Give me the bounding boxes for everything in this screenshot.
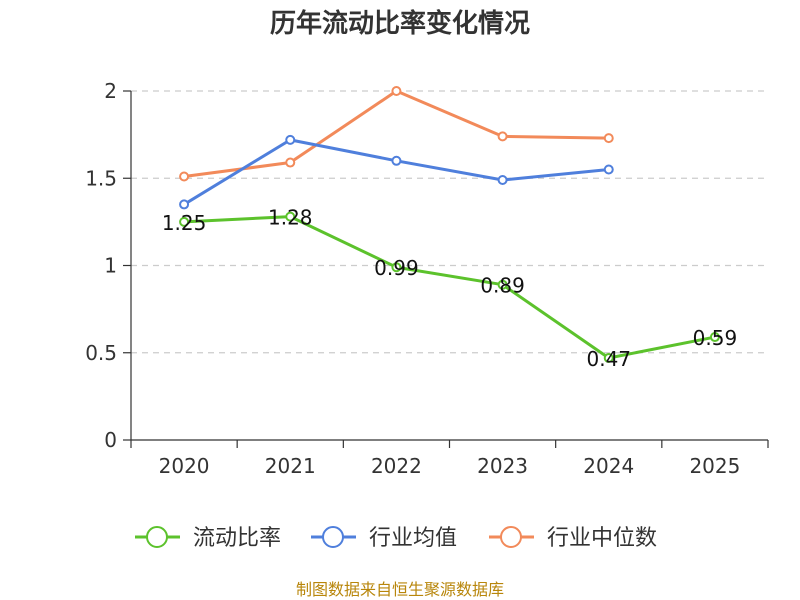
y-tick-label: 0.5 [85,341,117,365]
data-label: 1.25 [162,211,207,235]
y-tick-label: 0 [104,428,117,452]
series-line-0 [184,215,716,360]
x-tick-label: 2022 [371,454,422,478]
series-line-1 [183,138,609,206]
x-tick-label: 2023 [477,454,528,478]
data-point[interactable] [603,164,614,175]
axes: 0 0.5 1 1.5 2 2020 2021 2022 2023 2024 2025 [85,79,769,478]
legend-label: 行业中位数 [547,526,657,551]
data-label: 0.59 [693,326,738,350]
legend-item-2[interactable]: 行业中位数 [489,526,657,551]
data-point[interactable] [497,174,508,185]
x-tick-label: 2020 [159,454,210,478]
y-tick-label: 1.5 [85,166,117,190]
x-tick-label: 2025 [689,454,740,478]
data-label: 0.99 [374,256,419,280]
data-point[interactable] [603,352,614,363]
data-point[interactable] [497,279,508,290]
legend-marker [146,526,168,548]
data-point[interactable] [179,171,190,182]
y-tick-label: 1 [104,254,117,278]
data-point[interactable] [285,134,296,145]
chart-title: 历年流动比率变化情况 [270,8,530,39]
data-point[interactable] [391,86,402,96]
legend-item-1[interactable]: 行业均值 [311,526,457,551]
series-group [179,86,720,363]
x-tick-label: 2021 [265,454,316,478]
data-point[interactable] [179,216,190,227]
legend-marker [322,526,344,548]
data-point[interactable] [603,133,614,144]
legend[interactable]: 流动比率 行业均值 行业中位数 [135,526,657,551]
data-point[interactable] [179,199,190,210]
source-note: 制图数据来自恒生聚源数据库 [296,580,504,599]
data-label: 1.28 [268,206,313,230]
legend-marker [500,526,522,548]
y-tick-label: 2 [104,79,117,103]
legend-item-0[interactable]: 流动比率 [135,526,281,551]
grid [131,90,768,354]
data-label: 0.89 [480,274,525,298]
data-label: 0.47 [586,347,631,371]
x-tick-label: 2024 [583,454,634,478]
legend-label: 流动比率 [193,526,281,551]
data-point[interactable] [285,157,296,168]
legend-label: 行业均值 [369,526,457,551]
data-point[interactable] [391,262,402,273]
data-point[interactable] [391,155,402,166]
data-point[interactable] [285,211,296,222]
data-point[interactable] [497,131,508,142]
data-labels: 1.25 1.28 0.99 0.89 0.47 0.59 [162,206,737,371]
data-point[interactable] [709,332,720,343]
